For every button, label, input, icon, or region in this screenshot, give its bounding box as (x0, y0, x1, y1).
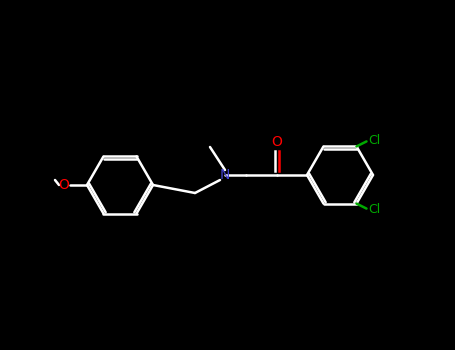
Text: Cl: Cl (369, 134, 381, 147)
Text: Cl: Cl (369, 203, 381, 216)
Text: O: O (59, 178, 70, 192)
Text: O: O (272, 135, 283, 149)
Text: N: N (220, 168, 230, 182)
